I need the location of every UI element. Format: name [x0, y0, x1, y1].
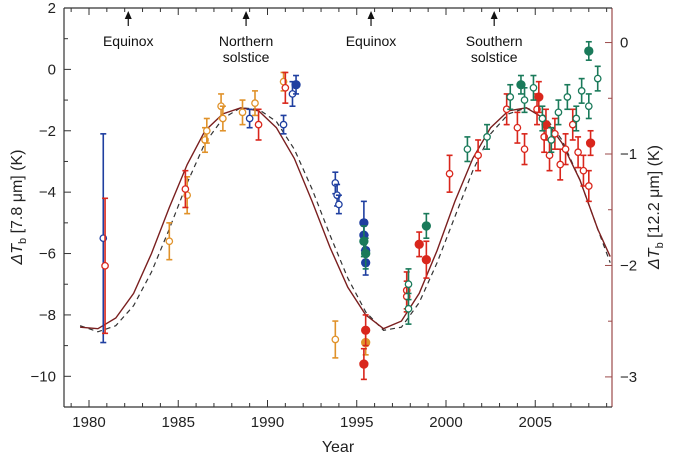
y-left-tick-label: −6 [39, 246, 56, 263]
series-green-filled [359, 40, 594, 270]
x-axis-title: Year [322, 439, 355, 456]
data-point [445, 169, 454, 178]
annotation-arrowhead [124, 11, 132, 19]
data-point [551, 129, 559, 138]
data-point [359, 359, 369, 369]
data-point [483, 133, 491, 141]
x-tick-label: 1990 [251, 414, 284, 431]
y-left-tick-label: 2 [48, 0, 56, 17]
data-point [361, 248, 371, 259]
ticks: 1980 1985 1990 1995 2000 2005 2 0 −2 −4 −6 −8 −10 0 −1… [31, 0, 638, 431]
data-point [556, 160, 565, 169]
annotation-arrowhead [242, 11, 250, 19]
model-curve-solid [80, 107, 611, 330]
data-point [219, 114, 227, 123]
data-point [579, 166, 588, 175]
data-point [561, 145, 570, 154]
data-point [529, 83, 538, 92]
data-point [577, 87, 586, 95]
y-left-tick-label: −2 [39, 123, 56, 140]
x-tick-label: 2005 [519, 414, 552, 431]
annotation-label: Equinox [103, 33, 154, 49]
right-axis-title: ΔTb [12.2 μm] (K) [646, 145, 666, 270]
data-point [404, 280, 413, 289]
series-green-open [404, 65, 602, 325]
x-tick-label: 2000 [429, 414, 462, 431]
data-point [101, 261, 109, 270]
y-left-tick-label: 0 [48, 61, 56, 78]
data-point [279, 120, 288, 129]
data-point [568, 120, 577, 129]
series-red-open [101, 71, 593, 335]
x-tick-label: 1985 [162, 414, 195, 431]
data-point [291, 80, 301, 90]
data-point [404, 304, 413, 313]
y-right-tick-label: −3 [620, 369, 637, 386]
data-point [421, 221, 432, 231]
left-axis-title: ΔTb [7.8 μm] (K) [9, 150, 29, 266]
data-point [202, 126, 211, 135]
x-tick-label: 1980 [72, 414, 105, 431]
model-curves [79, 107, 611, 333]
x-tick-label: 1995 [340, 414, 373, 431]
data-point [545, 151, 554, 160]
data-point [584, 182, 593, 190]
series-orange-open [165, 71, 340, 359]
data-point [520, 145, 529, 154]
data-point [574, 148, 582, 157]
data-point [572, 114, 581, 123]
axes [63, 7, 613, 408]
data-point [520, 96, 529, 104]
y-left-tick-label: −8 [39, 307, 56, 324]
data-point [584, 46, 594, 56]
annotation-label: Southern [466, 33, 523, 49]
data-point [281, 83, 290, 92]
data-point [563, 93, 572, 101]
data-point [361, 325, 371, 335]
data-points [99, 40, 602, 381]
data-point [181, 185, 190, 193]
annotation-arrowhead [367, 11, 375, 19]
data-point [421, 255, 432, 265]
annotation-arrowhead [490, 11, 498, 19]
data-point [584, 102, 593, 111]
y-left-tick-label: −4 [39, 184, 56, 201]
data-point [593, 74, 602, 83]
annotation-label: Equinox [346, 33, 397, 49]
data-point [251, 99, 259, 107]
series-blue-filled [291, 74, 371, 276]
data-point [463, 145, 472, 154]
annotation-label: solstice [471, 49, 518, 65]
data-point [245, 114, 254, 123]
data-point [513, 123, 522, 132]
data-point [506, 93, 515, 101]
y-right-tick-label: −2 [620, 257, 637, 274]
data-point [534, 92, 544, 102]
data-point [165, 237, 174, 246]
y-left-tick-label: −10 [31, 368, 56, 385]
data-point [554, 108, 563, 117]
y-right-tick-label: −1 [620, 146, 637, 163]
model-curve-dashed [79, 107, 611, 333]
series-blue-open [99, 80, 343, 344]
y-right-tick-label: 0 [620, 35, 628, 52]
data-point [547, 136, 556, 144]
annotation-label: solstice [223, 49, 270, 65]
data-point [516, 80, 526, 90]
annotation-label: Northern [219, 33, 273, 49]
data-point [585, 138, 596, 148]
series-red-filled [359, 80, 596, 381]
data-point [238, 108, 247, 117]
data-point [474, 151, 482, 160]
data-point [331, 335, 340, 344]
data-point [335, 200, 343, 209]
data-point [254, 120, 263, 129]
data-point [538, 114, 547, 123]
data-point [414, 239, 424, 249]
